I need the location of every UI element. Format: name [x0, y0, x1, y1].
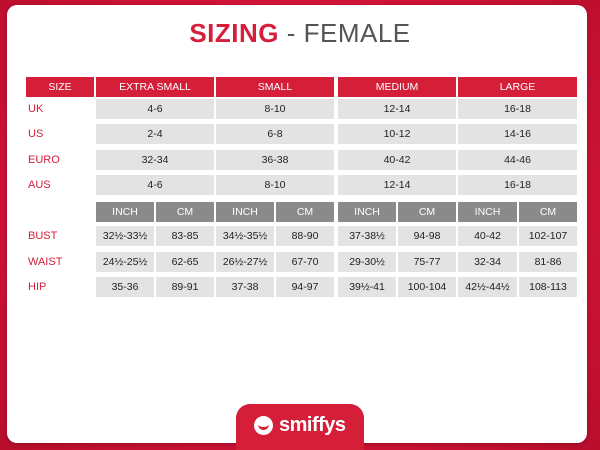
unit-cm-header: CM	[398, 202, 456, 222]
measurement-inch: 40-42	[458, 226, 517, 246]
row-label-aus: AUS	[28, 179, 51, 191]
size-value: 2-4	[96, 124, 214, 144]
smiffys-logo: smiffys	[236, 404, 364, 450]
title-bold: SIZING	[189, 18, 279, 48]
measurement-inch: 37-38	[216, 277, 274, 297]
measurement-cm: 108-113	[519, 277, 577, 297]
header-size: SIZE	[26, 77, 94, 97]
measurement-inch: 32-34	[458, 252, 517, 272]
row-label-waist: WAIST	[28, 256, 63, 268]
header-large: LARGE	[458, 77, 577, 97]
size-value: 8-10	[216, 175, 334, 195]
row-label-uk: UK	[28, 103, 44, 115]
unit-cm-header: CM	[276, 202, 334, 222]
unit-inch-header: INCH	[338, 202, 396, 222]
row-label-bust: BUST	[28, 230, 58, 242]
measurement-cm: 62-65	[156, 252, 214, 272]
measurement-inch: 34½-35½	[216, 226, 274, 246]
size-value: 32-34	[96, 150, 214, 170]
row-label-euro: EURO	[28, 154, 60, 166]
size-value: 16-18	[458, 175, 577, 195]
measurement-inch: 35-36	[96, 277, 154, 297]
size-value: 12-14	[338, 175, 456, 195]
measurement-cm: 81-86	[519, 252, 577, 272]
measurement-inch: 39½-41	[338, 277, 396, 297]
measurement-inch: 24½-25½	[96, 252, 154, 272]
measurement-inch: 29-30½	[338, 252, 396, 272]
measurement-cm: 102-107	[519, 226, 577, 246]
measurement-cm: 67-70	[276, 252, 334, 272]
measurement-cm: 89-91	[156, 277, 214, 297]
measurement-inch: 42½-44½	[458, 277, 517, 297]
measurement-inch: 32½-33½	[96, 226, 154, 246]
header-medium: MEDIUM	[338, 77, 456, 97]
row-label-hip: HIP	[28, 281, 47, 293]
smile-icon	[254, 416, 273, 435]
size-value: 44-46	[458, 150, 577, 170]
unit-inch-header: INCH	[96, 202, 154, 222]
measurement-inch: 37-38½	[338, 226, 396, 246]
size-value: 4-6	[96, 99, 214, 119]
size-chart-card	[7, 5, 587, 443]
size-value: 8-10	[216, 99, 334, 119]
measurement-cm: 83-85	[156, 226, 214, 246]
measurement-cm: 75-77	[398, 252, 456, 272]
header-small: SMALL	[216, 77, 334, 97]
size-value: 36-38	[216, 150, 334, 170]
size-value: 10-12	[338, 124, 456, 144]
unit-cm-header: CM	[519, 202, 577, 222]
unit-inch-header: INCH	[458, 202, 517, 222]
measurement-cm: 94-98	[398, 226, 456, 246]
brand-name: smiffys	[279, 414, 346, 436]
size-value: 14-16	[458, 124, 577, 144]
page-title: SIZING - FEMALE	[0, 18, 600, 49]
size-value: 40-42	[338, 150, 456, 170]
header-extra-small: EXTRA SMALL	[96, 77, 214, 97]
measurement-cm: 94-97	[276, 277, 334, 297]
size-value: 6-8	[216, 124, 334, 144]
measurement-cm: 88-90	[276, 226, 334, 246]
title-rest: - FEMALE	[286, 18, 411, 48]
size-value: 16-18	[458, 99, 577, 119]
size-value: 12-14	[338, 99, 456, 119]
row-label-us: US	[28, 128, 44, 140]
size-value: 4-6	[96, 175, 214, 195]
measurement-inch: 26½-27½	[216, 252, 274, 272]
unit-inch-header: INCH	[216, 202, 274, 222]
unit-cm-header: CM	[156, 202, 214, 222]
measurement-cm: 100-104	[398, 277, 456, 297]
